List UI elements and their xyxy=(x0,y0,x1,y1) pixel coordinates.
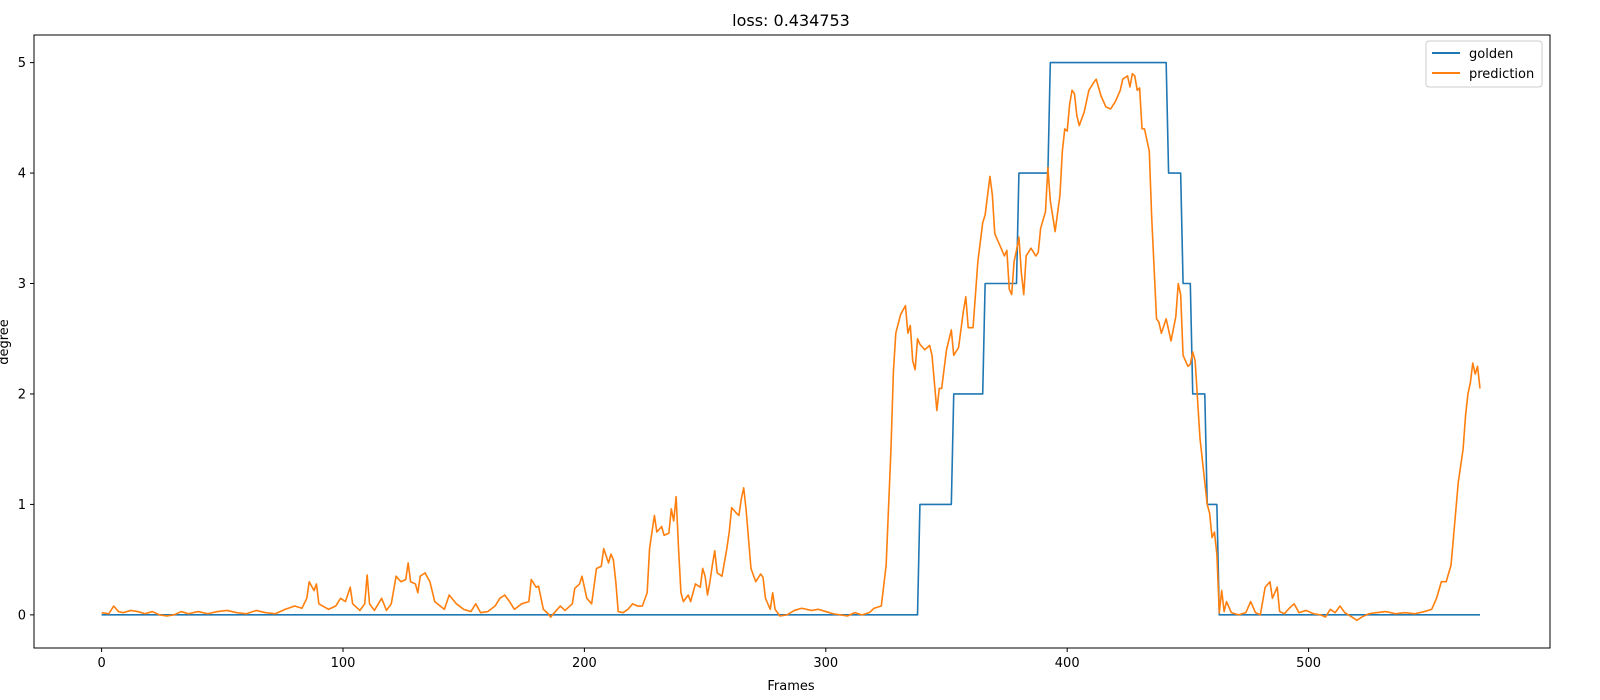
x-tick-label: 500 xyxy=(1296,656,1321,671)
y-tick-label: 1 xyxy=(18,498,26,513)
series-line-prediction xyxy=(101,72,1481,622)
x-tick-label: 400 xyxy=(1055,656,1080,671)
y-tick-label: 4 xyxy=(18,167,26,182)
x-tick-label: 100 xyxy=(331,656,356,671)
x-tick-label: 0 xyxy=(97,656,105,671)
y-axis-label: degree xyxy=(0,319,12,365)
y-tick-label: 5 xyxy=(18,56,26,71)
x-tick-label: 300 xyxy=(813,656,838,671)
x-tick-label: 200 xyxy=(572,656,597,671)
legend-label-golden: golden xyxy=(1469,47,1513,62)
legend-label-prediction: prediction xyxy=(1469,67,1534,82)
plot-lines xyxy=(101,61,1481,622)
y-axis: 0 1 2 3 4 5 xyxy=(18,56,34,623)
x-axis-label: Frames xyxy=(767,679,815,694)
chart-title: loss: 0.434753 xyxy=(732,11,850,30)
series-line-golden xyxy=(101,61,1480,616)
legend: golden prediction xyxy=(1425,40,1543,88)
x-axis: 0 100 200 300 400 500 xyxy=(97,648,1321,671)
plot-frame xyxy=(33,34,1551,649)
y-tick-label: 2 xyxy=(18,387,26,402)
y-tick-label: 0 xyxy=(18,608,26,623)
y-tick-label: 3 xyxy=(18,277,26,292)
